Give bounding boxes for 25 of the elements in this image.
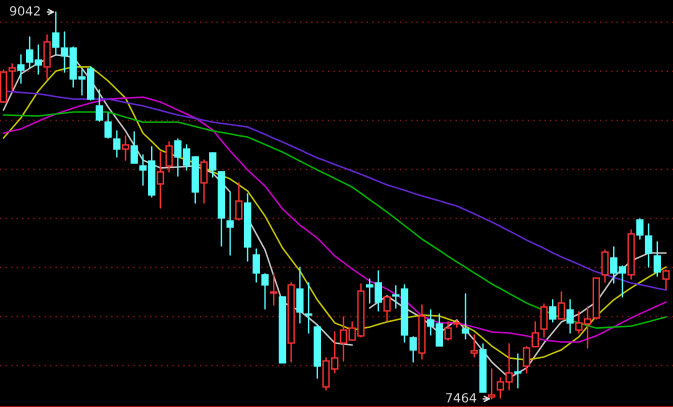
candlestick [270,273,278,306]
candlestick [226,192,234,256]
candlestick [549,299,556,323]
candlestick [566,299,574,334]
candlestick [156,151,164,209]
candlestick [314,324,321,379]
candlestick [96,89,104,122]
candlestick [296,266,304,324]
candlestick [235,182,243,221]
annotation: 7464 [446,393,476,403]
candlestick [644,223,652,268]
candlestick [418,304,426,360]
candlestick [43,34,51,80]
candlestick [244,193,252,262]
annotation: 9042 [10,6,40,16]
candlestick [654,241,661,277]
candlestick [165,141,173,173]
candlestick [17,54,25,84]
candlestick [627,229,635,280]
candlestick [304,282,312,334]
candlestick [514,353,522,389]
candlestick [470,334,478,358]
candlestick [252,248,260,283]
candlestick [488,368,496,400]
candlestick [113,130,120,158]
